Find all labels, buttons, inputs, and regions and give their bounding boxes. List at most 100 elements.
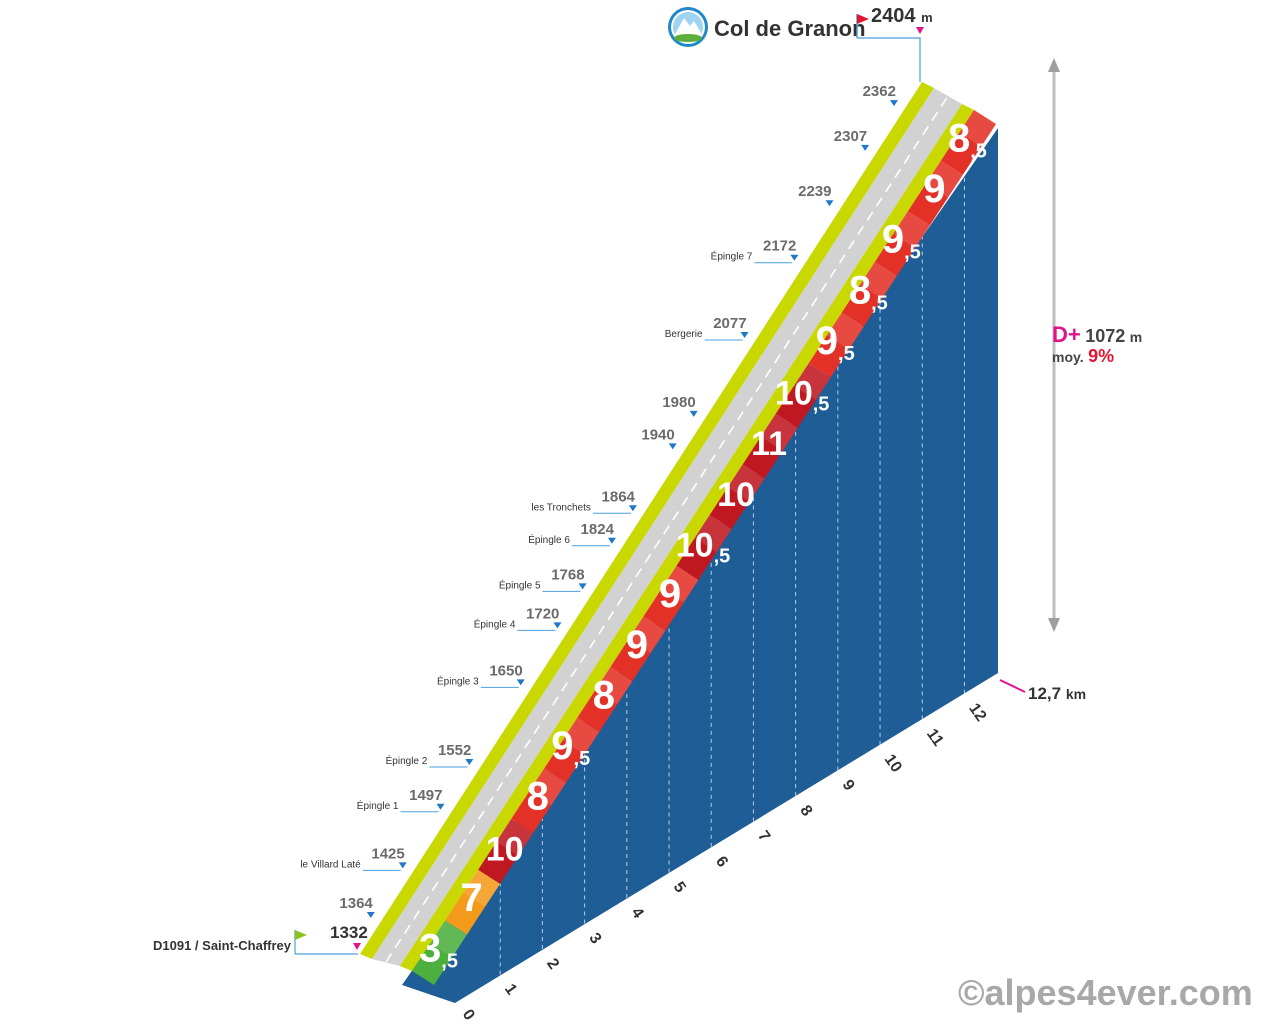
- waypoint-marker-icon: [398, 862, 407, 869]
- grade-segments: [412, 110, 996, 985]
- grade-label: 10,5: [676, 527, 731, 568]
- grade-segment: [709, 464, 765, 530]
- grade-segment-shade: [463, 869, 501, 907]
- grade-segment: [511, 768, 567, 834]
- grade-label: 10,5: [775, 375, 830, 416]
- grade-label: 9,5: [816, 319, 855, 365]
- waypoint-name: le Villard Laté: [300, 859, 361, 870]
- waypoint-name: Épingle 5: [499, 578, 541, 591]
- grade-segment: [412, 920, 468, 985]
- total-distance: 12,7 km: [1028, 684, 1086, 703]
- grade-segment-shade: [661, 565, 699, 603]
- arrow-up-icon: [1048, 58, 1060, 72]
- arrow-down-icon: [1048, 618, 1060, 632]
- waypoint-name: les Tronchets: [531, 502, 590, 513]
- grade-segment: [676, 515, 732, 580]
- km-tick-label: 6: [712, 853, 731, 870]
- waypoint-marker-icon: [825, 200, 834, 207]
- waypoint-marker-icon: [790, 254, 799, 261]
- grade-label: 8: [593, 673, 615, 717]
- waypoint-altitude: 2077: [713, 315, 746, 332]
- waypoint-marker-icon: [628, 505, 637, 512]
- waypoint-marker-icon: [668, 443, 677, 450]
- grade-segment: [643, 565, 699, 631]
- waypoint-altitude: 1768: [551, 566, 584, 583]
- km-tick-label: 7: [754, 828, 773, 845]
- grade-label: 3,5: [419, 927, 458, 973]
- km-tick-label: 1: [501, 981, 520, 998]
- grade-segment: [742, 413, 798, 479]
- waypoint-name: Épingle 7: [711, 250, 753, 263]
- waypoint-marker-icon: [861, 144, 870, 151]
- km-tick-label: 3: [585, 930, 604, 947]
- waypoint-marker-icon: [889, 100, 898, 107]
- average-grade-stat: moy. 9%: [1052, 346, 1114, 366]
- waypoint-name: Épingle 1: [357, 799, 399, 812]
- waypoint-altitude: 1425: [371, 845, 404, 862]
- waypoint-marker-icon: [516, 679, 525, 686]
- grade-segment-shade: [793, 363, 831, 401]
- waypoint-name: Épingle 6: [528, 533, 570, 546]
- waypoint-marker-icon: [689, 410, 698, 417]
- waypoint-altitude: 1940: [641, 426, 674, 443]
- waypoint-name: Bergerie: [665, 329, 703, 340]
- grade-segment: [577, 667, 633, 732]
- grade-label: 10: [486, 830, 524, 868]
- grade-segment-shade: [595, 667, 633, 704]
- waypoint-altitude: 1497: [409, 787, 442, 804]
- km-tick-label: 5: [670, 879, 689, 896]
- grade-segment-shade: [760, 413, 798, 451]
- grade-segment: [940, 110, 996, 175]
- grade-segment: [478, 819, 534, 884]
- summit-altitude: 2404 m: [871, 5, 933, 27]
- grade-segment: [610, 616, 666, 682]
- start-marker-icon: [353, 943, 361, 950]
- waypoint-marker-icon: [553, 622, 562, 629]
- road-center-line: [385, 95, 949, 963]
- grade-segment-shade: [562, 717, 600, 755]
- km-divider-lines: [499, 172, 965, 975]
- grade-segment-shade: [529, 768, 567, 806]
- credit-watermark: ©alpes4ever.com: [958, 972, 1253, 1013]
- grade-segment: [544, 717, 600, 783]
- km-tick-label: 0: [459, 1007, 478, 1024]
- road-yellow-edge-outer: [360, 82, 934, 959]
- grade-label: 9: [626, 623, 648, 667]
- km-tick-label: 8: [796, 802, 815, 819]
- summit-flag-icon: [857, 14, 869, 24]
- grade-segment: [841, 261, 897, 327]
- grade-segment-shade: [430, 920, 468, 958]
- waypoint-altitude: 2239: [798, 183, 831, 200]
- road-surface: [372, 88, 962, 966]
- grade-label: 11: [751, 425, 787, 463]
- waypoint-markers: 1364 1425 le Villard Laté 1497 Épingle 1 1552…: [300, 83, 898, 918]
- waypoint-marker-icon: [607, 537, 616, 544]
- grade-segment-shade: [893, 211, 930, 249]
- km-tick-label: 12: [965, 700, 989, 724]
- summit-name: Col de Granon: [714, 16, 866, 41]
- summit-connector: [857, 37, 921, 82]
- waypoint-name: Épingle 2: [386, 754, 428, 767]
- km-tick-label: 4: [628, 904, 647, 921]
- km-tick-label: 11: [923, 726, 947, 750]
- waypoint-altitude: 1980: [662, 394, 695, 411]
- waypoint-altitude: 1364: [339, 895, 373, 912]
- grade-segment: [775, 363, 831, 428]
- grade-label: 8,5: [849, 268, 888, 314]
- grade-segment-shade: [628, 616, 666, 654]
- grade-label: 7: [460, 876, 482, 920]
- waypoint-name: Épingle 4: [474, 617, 516, 630]
- grade-segment-shade: [859, 261, 897, 299]
- grade-segment-shade: [694, 515, 732, 552]
- waypoint-marker-icon: [436, 803, 445, 810]
- grade-segment: [445, 869, 501, 935]
- road-yellow-edge-inner: [400, 104, 974, 971]
- grade-label: 9: [923, 167, 945, 211]
- grade-segment-shade: [959, 110, 996, 147]
- grade-label: 9,5: [551, 724, 590, 770]
- grade-label: 9,5: [882, 218, 921, 264]
- grade-segment: [874, 211, 930, 276]
- grade-segment: [808, 312, 864, 378]
